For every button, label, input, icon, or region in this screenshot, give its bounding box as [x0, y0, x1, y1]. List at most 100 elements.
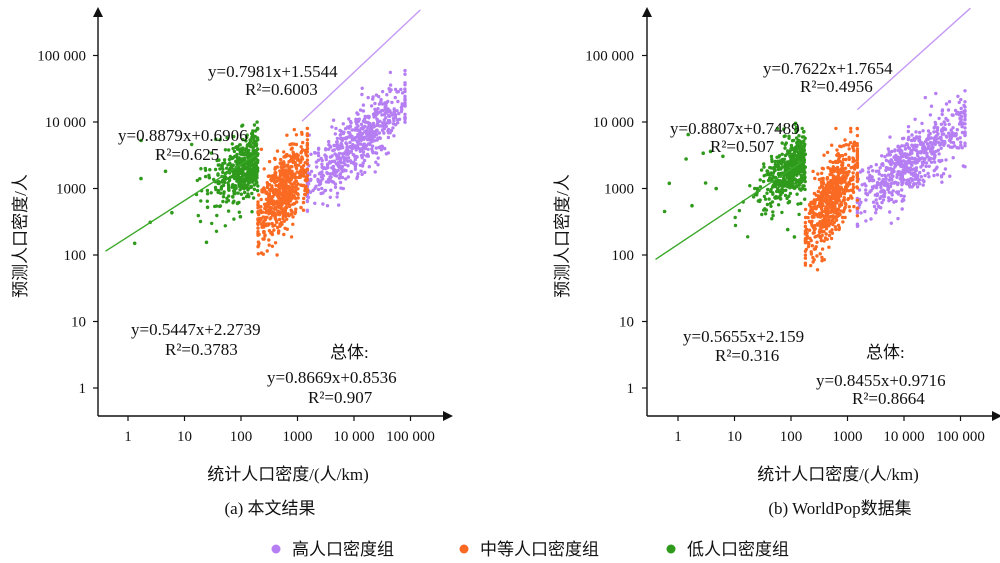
- y-tick-label: 10 000: [45, 115, 86, 131]
- scatter-point-high: [367, 130, 371, 134]
- scatter-point-high: [341, 145, 345, 150]
- scatter-point-high: [928, 113, 933, 117]
- scatter-point-mid: [855, 155, 860, 160]
- scatter-point-high: [305, 181, 310, 186]
- chart-a: 1 10 100 1000 10 000 100 000 1 10 100 1000 10 000 1…: [11, 7, 453, 518]
- scatter-point-high: [374, 93, 379, 97]
- scatter-point-mid: [265, 215, 269, 219]
- scatter-point-low: [786, 185, 790, 189]
- scatter-point-high: [356, 146, 360, 150]
- eq-low-a: y=0.5447x+2.2739: [131, 320, 261, 339]
- scatter-point-low: [246, 188, 250, 192]
- scatter-point-high: [904, 153, 908, 157]
- scatter-point-high: [915, 185, 920, 189]
- scatter-point-mid: [851, 185, 856, 190]
- scatter-point-mid: [832, 220, 836, 225]
- scatter-point-mid: [268, 207, 272, 212]
- scatter-point-high: [374, 128, 379, 133]
- scatter-point-high: [319, 175, 324, 179]
- scatter-point-low: [789, 154, 794, 158]
- scatter-point-low: [783, 146, 787, 150]
- scatter-point-high: [335, 195, 339, 199]
- scatter-point-low: [221, 183, 226, 188]
- scatter-point-high: [373, 170, 377, 174]
- fit-line-high: [856, 7, 971, 111]
- scatter-point-low: [803, 197, 807, 201]
- scatter-point-mid: [849, 194, 853, 198]
- scatter-point-low: [775, 164, 780, 168]
- scatter-point-mid: [284, 199, 288, 203]
- scatter-point-high: [963, 141, 967, 145]
- scatter-point-mid: [281, 178, 285, 182]
- scatter-point-high: [886, 147, 890, 151]
- scatter-point-low: [758, 178, 762, 182]
- scatter-point-low: [781, 176, 786, 180]
- scatter-point-mid: [846, 184, 850, 188]
- scatter-point-low: [772, 165, 777, 170]
- scatter-point-high: [334, 126, 338, 131]
- scatter-point-high: [900, 207, 904, 211]
- scatter-point-high: [961, 111, 965, 115]
- scatter-point-mid: [261, 215, 265, 219]
- x-tick-label: 1: [674, 429, 682, 445]
- scatter-point-high: [313, 186, 317, 190]
- scatter-point-high: [888, 159, 892, 163]
- scatter-point-mid: [810, 219, 814, 223]
- scatter-point-high: [900, 173, 905, 178]
- scatter-point-mid: [293, 196, 298, 201]
- scatter-point-low: [787, 150, 791, 155]
- scatter-point-high: [350, 128, 354, 132]
- scatter-point-high: [912, 171, 916, 175]
- scatter-point-low: [225, 136, 229, 140]
- scatter-point-mid: [266, 183, 270, 187]
- scatter-point-high: [358, 149, 362, 154]
- scatter-point-high: [882, 191, 886, 195]
- scatter-point-mid: [836, 153, 841, 157]
- scatter-point-low: [802, 153, 806, 157]
- scatter-point-mid: [852, 159, 857, 163]
- scatter-point-high: [338, 158, 342, 162]
- scatter-point-mid: [273, 180, 277, 184]
- scatter-point-high: [889, 197, 894, 202]
- scatter-point-low: [233, 175, 237, 180]
- scatter-point-mid: [268, 217, 272, 221]
- scatter-point-low: [241, 180, 245, 184]
- scatter-point-high: [344, 151, 348, 155]
- scatter-point-mid: [278, 224, 282, 228]
- r2-mid-a: R²=0.625: [155, 145, 219, 164]
- scatter-point-high: [924, 161, 929, 165]
- scatter-point-mid: [278, 173, 283, 177]
- scatter-point-low: [217, 204, 222, 209]
- scatter-point-high: [366, 147, 370, 151]
- scatter-point-high: [393, 95, 397, 100]
- scatter-point-low: [242, 177, 246, 181]
- scatter-point-high: [888, 210, 892, 214]
- scatter-point-high: [380, 145, 385, 149]
- scatter-point-mid: [828, 159, 832, 164]
- scatter-point-high: [938, 143, 942, 147]
- scatter-point-mid: [820, 203, 824, 207]
- y-tick-label: 100: [612, 248, 635, 264]
- scatter-point-low: [244, 139, 248, 143]
- scatter-point-mid: [276, 211, 280, 216]
- scatter-point-mid: [278, 204, 282, 209]
- scatter-point-high: [320, 158, 324, 163]
- scatter-point-low: [795, 184, 799, 189]
- scatter-point-high: [365, 152, 370, 157]
- scatter-point-high: [946, 108, 951, 112]
- scatter-point-low: [764, 208, 769, 212]
- scatter-point-high: [881, 177, 885, 182]
- scatter-point-low-outlier: [754, 192, 759, 197]
- scatter-point-low: [231, 156, 235, 160]
- scatter-point-mid: [808, 209, 813, 213]
- scatter-point-high: [330, 125, 334, 129]
- scatter-point-high: [901, 136, 905, 141]
- scatter-point-high: [349, 121, 353, 125]
- scatter-point-high: [943, 167, 948, 171]
- scatter-point-low: [746, 235, 750, 239]
- scatter-point-mid: [852, 149, 856, 153]
- scatter-point-low: [797, 178, 802, 182]
- scatter-point-mid: [282, 150, 286, 154]
- scatter-point-high: [361, 161, 365, 165]
- scatter-point-high: [907, 153, 911, 157]
